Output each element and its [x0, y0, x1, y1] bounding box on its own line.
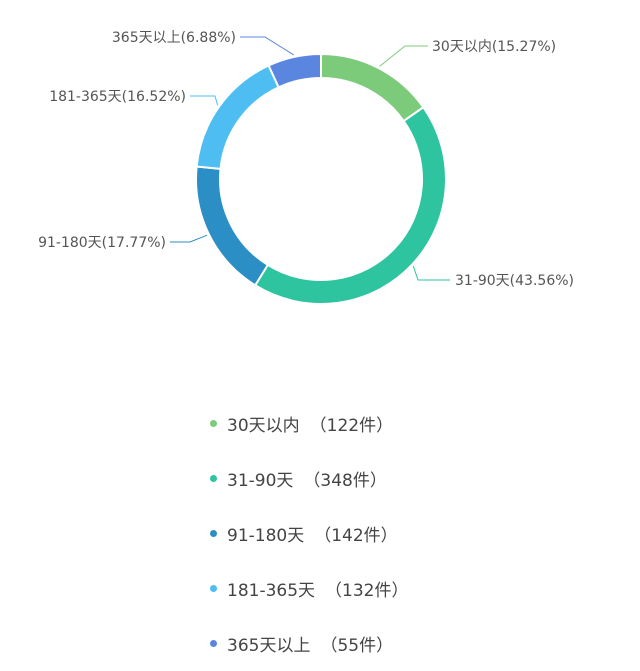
legend-count: （55件）: [320, 636, 394, 656]
leader-line: [170, 234, 208, 243]
legend-dot: [210, 530, 217, 537]
legend-item[interactable]: 181-365天 （132件）: [210, 561, 408, 616]
donut-slice[interactable]: [267, 52, 322, 89]
legend-item[interactable]: 91-180天 （142件）: [210, 506, 408, 561]
slice-percent-label: 181-365天(16.52%): [49, 89, 186, 105]
legend-dot: [210, 475, 217, 482]
legend-label: 181-365天: [227, 581, 316, 601]
donut-chart: 30天以内(15.27%) 31-90天(43.56%) 91-180天(17.77…: [38, 30, 574, 656]
legend-dot: [210, 640, 217, 647]
slice-percent-label: 365天以上(6.88%): [112, 30, 236, 46]
legend-label: 365天以上: [227, 636, 311, 656]
leader-line: [412, 266, 450, 281]
legend-item[interactable]: 31-90天 （348件）: [210, 451, 408, 506]
legend-dot: [210, 420, 217, 427]
leader-line: [190, 95, 219, 106]
donut-slice[interactable]: [320, 52, 425, 123]
donut-slice[interactable]: [253, 105, 447, 305]
legend-item[interactable]: 30天以内 （122件）: [210, 396, 408, 451]
legend-count: （348件）: [303, 471, 387, 491]
legend-label: 30天以内: [227, 416, 300, 436]
legend-count: （132件）: [325, 581, 409, 601]
slice-percent-label: 30天以内(15.27%): [432, 39, 556, 55]
slice-percent-label: 91-180天(17.77%): [38, 235, 166, 251]
legend-item[interactable]: 365天以上 （55件）: [210, 616, 408, 671]
legend-count: （122件）: [309, 416, 394, 436]
legend-dot: [210, 585, 217, 592]
legend-count: （142件）: [314, 526, 398, 546]
slice-percent-label: 31-90天(43.56%): [455, 273, 574, 289]
legend: 30天以内 （122件） 31-90天 （348件） 91-180天 （142件…: [210, 396, 408, 671]
legend-label: 31-90天: [227, 471, 294, 491]
leader-line: [379, 45, 428, 67]
donut-slice[interactable]: [195, 165, 270, 287]
donut-svg: 30天以内(15.27%) 31-90天(43.56%) 91-180天(17.77…: [38, 30, 574, 305]
leader-line: [240, 36, 295, 56]
donut-slice[interactable]: [195, 64, 280, 170]
legend-label: 91-180天: [227, 526, 305, 546]
